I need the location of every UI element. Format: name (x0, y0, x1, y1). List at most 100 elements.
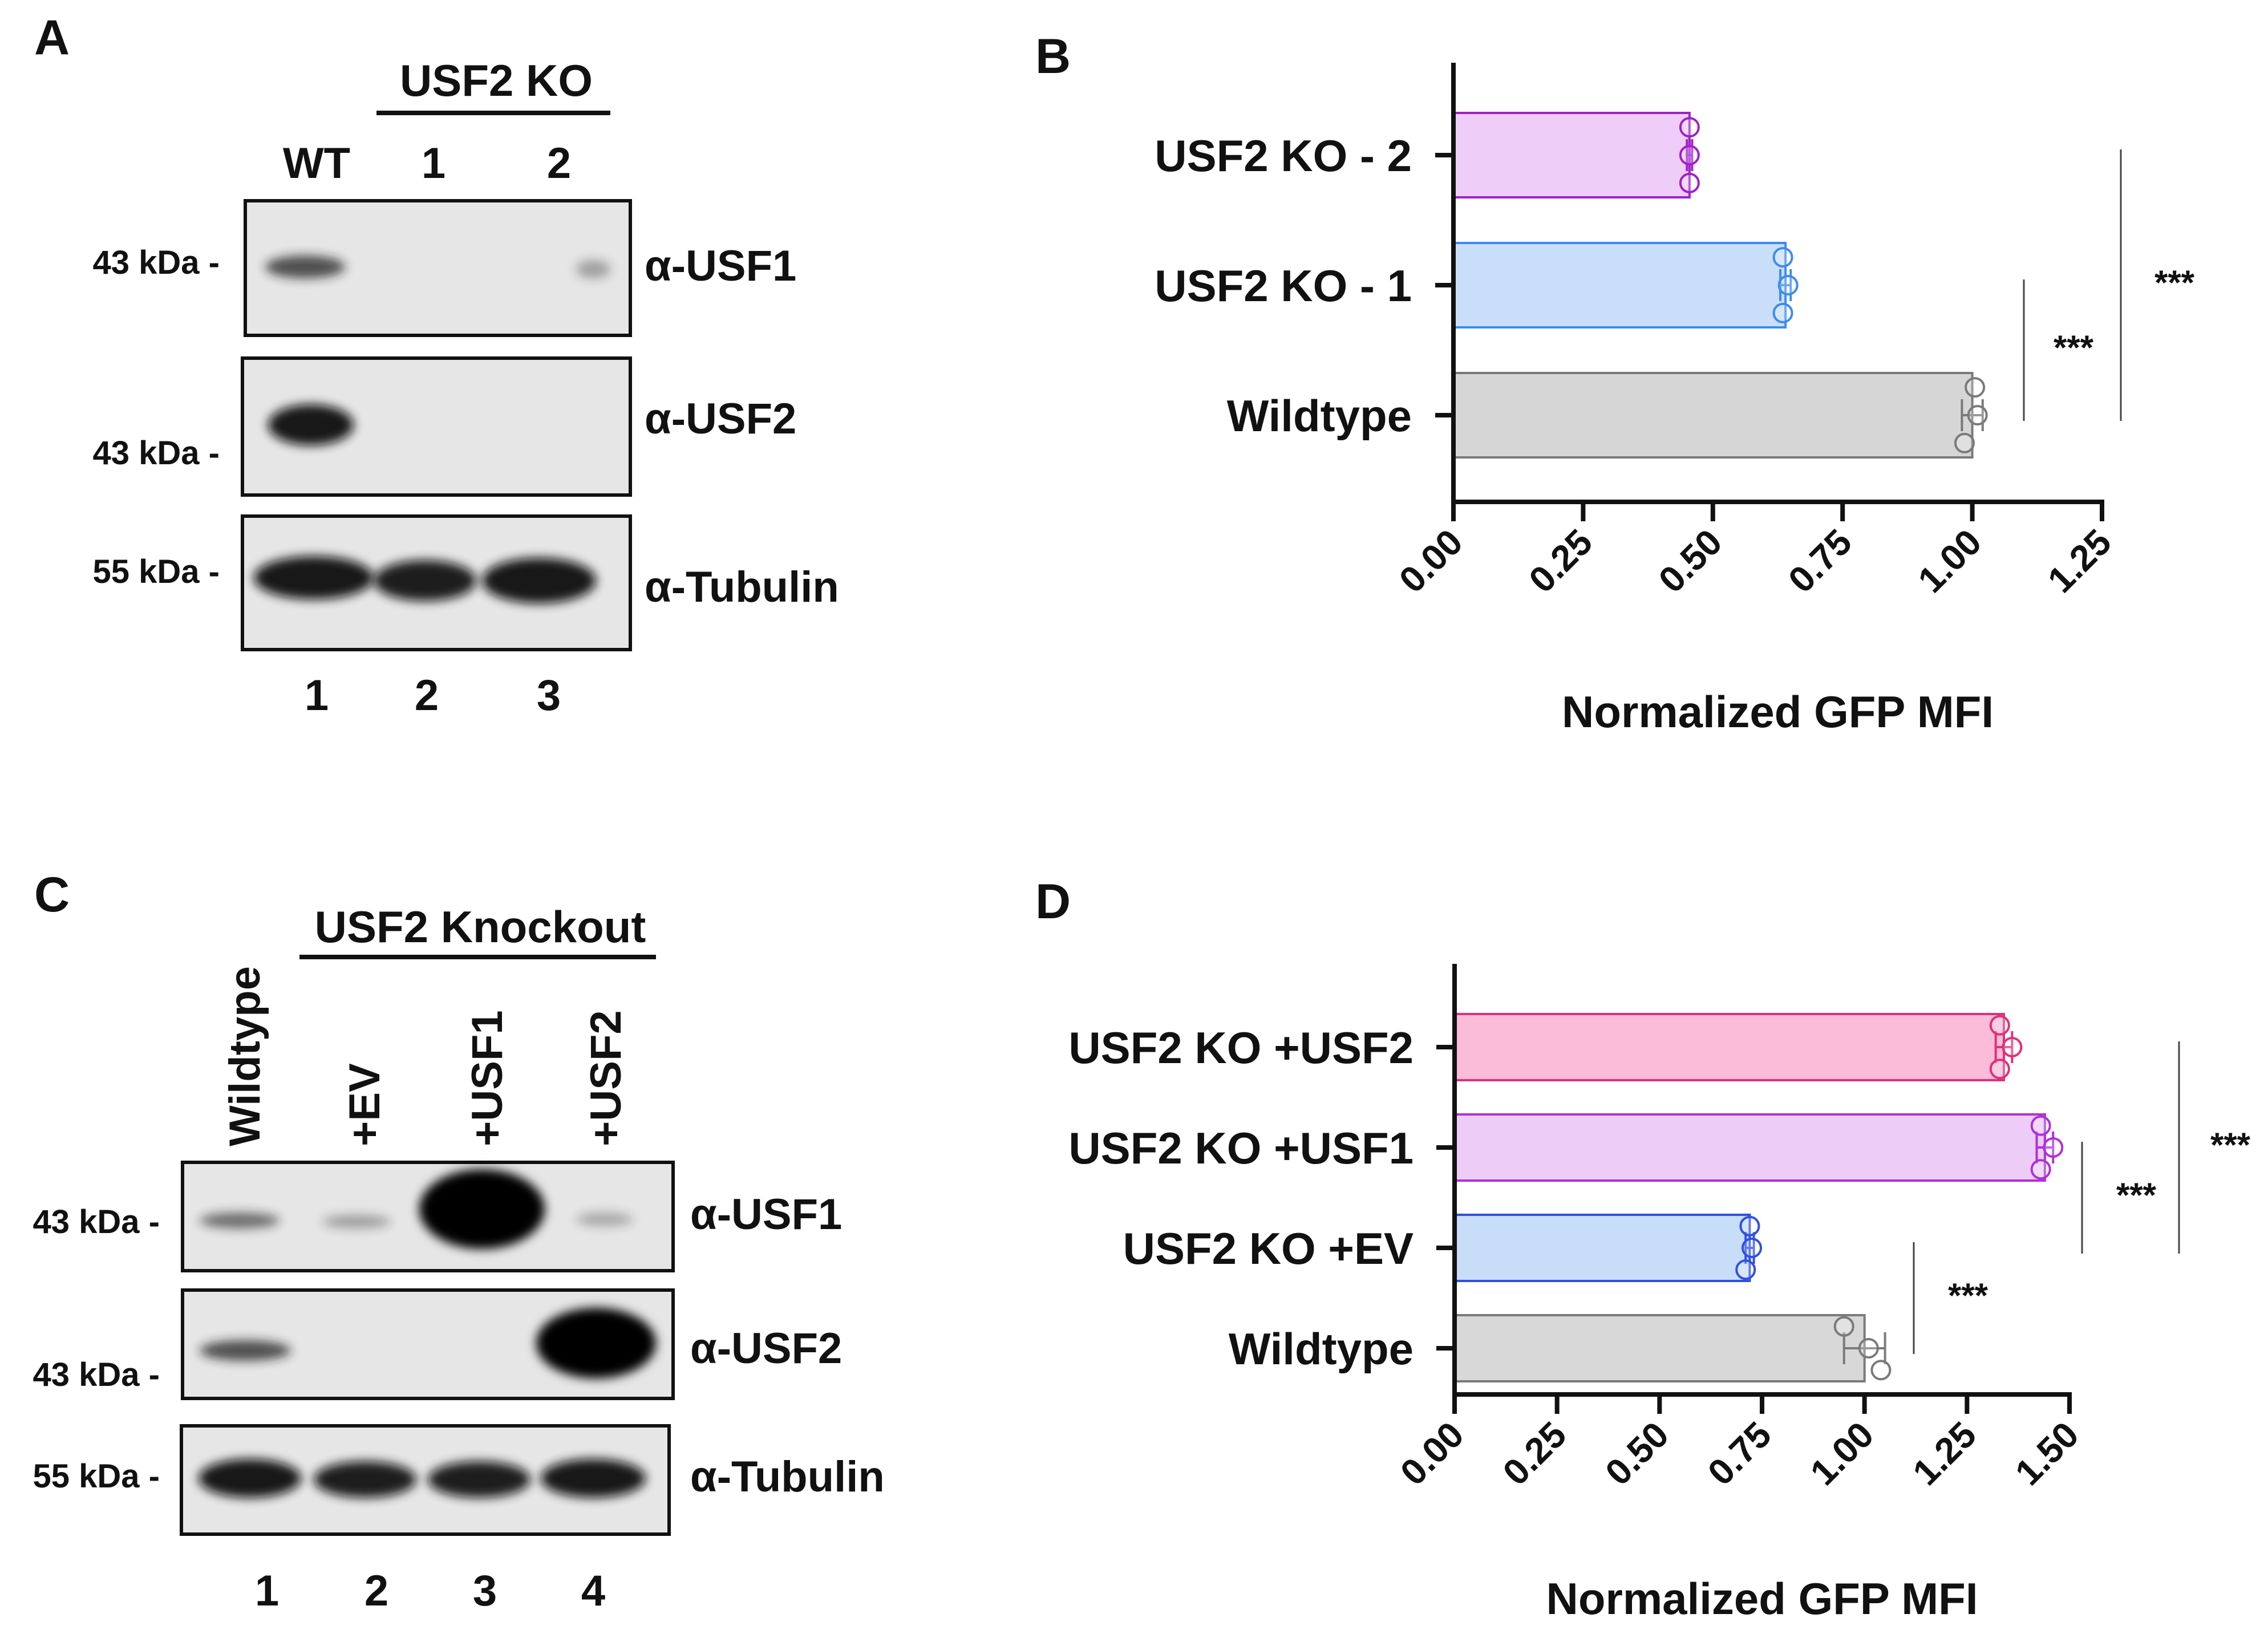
x-tick-label: 0.50 (1597, 1414, 1676, 1493)
data-point (1772, 302, 1793, 323)
band-c-usf1-lane2 (322, 1215, 391, 1228)
data-point (2043, 1137, 2064, 1158)
data-point (1735, 1259, 1756, 1280)
bar (1453, 1113, 2046, 1182)
antibody-a-usf2: α-USF2 (645, 395, 796, 443)
antibody-c-usf1: α-USF1 (690, 1190, 842, 1239)
bar (1452, 112, 1691, 198)
antibody-c-usf2: α-USF2 (690, 1324, 842, 1373)
panel-c-lane-number: 4 (581, 1567, 605, 1615)
panel-c-lane-number: 2 (364, 1567, 388, 1615)
x-tick-label: 0.50 (1651, 521, 1730, 601)
significance-label: *** (2154, 263, 2195, 302)
bar (1453, 1314, 1866, 1382)
panel-letter-d: D (1035, 874, 1071, 929)
data-point (2002, 1037, 2023, 1057)
panel-c: C USF2 Knockout Wildtype +EV +USF1 +USF2… (33, 867, 885, 1615)
panel-c-lane-number: 3 (473, 1567, 497, 1615)
data-point (1679, 172, 1700, 193)
x-tick-label: 1.50 (2007, 1414, 2087, 1493)
category-label: USF2 KO +USF1 (1068, 1123, 1414, 1173)
antibody-a-usf1: α-USF1 (645, 242, 796, 290)
category-label: USF2 KO - 1 (1155, 261, 1412, 311)
band-a-usf1-lane1 (265, 256, 345, 278)
panel-a-lane-number: 3 (537, 671, 561, 720)
marker-c-tubulin: 55 kDa - (33, 1458, 160, 1495)
chart-b: USF2 KO - 2 USF2 KO - 1 Wildtype 0.00 0.25 0.… (1155, 63, 2195, 737)
category-label: USF2 KO +EV (1123, 1223, 1414, 1274)
band-c-usf2-lane1 (200, 1340, 291, 1361)
data-point (1989, 1059, 2010, 1080)
x-tick-label: 1.00 (1803, 1414, 1882, 1493)
panel-c-col-label: +USF2 (582, 1010, 630, 1146)
significance-label: *** (1948, 1276, 1988, 1315)
data-point (1954, 432, 1975, 453)
marker-a-usf2: 43 kDa - (93, 435, 220, 472)
panel-c-col-label: +EV (341, 1063, 389, 1146)
significance-label: *** (2210, 1126, 2251, 1164)
data-point (1870, 1360, 1892, 1381)
data-point (1967, 405, 1988, 425)
panel-letter-a: A (34, 10, 70, 65)
x-tick-label: 0.75 (1700, 1414, 1779, 1493)
category-label: USF2 KO - 2 (1155, 131, 1412, 181)
bar (1453, 1013, 2006, 1081)
data-point (2030, 1115, 2051, 1136)
band-c-tub-lane4 (541, 1459, 646, 1498)
data-point (1772, 247, 1793, 268)
panel-c-lane-number: 1 (255, 1567, 279, 1615)
panel-c-col-label: +USF1 (463, 1010, 512, 1146)
data-point (1777, 275, 1799, 295)
x-tick-label: 0.25 (1521, 521, 1600, 601)
band-c-usf1-lane1 (200, 1213, 280, 1228)
panel-letter-b: B (1035, 29, 1071, 84)
bar (1452, 242, 1787, 329)
band-a-tub-lane2 (374, 560, 476, 601)
band-c-tub-lane2 (314, 1461, 416, 1498)
band-a-usf2-lane1 (268, 404, 354, 445)
x-axis-label: Normalized GFP MFI (1562, 687, 1994, 737)
significance-label: *** (2054, 329, 2094, 367)
panel-a-col-label: 2 (547, 139, 571, 188)
data-point (1679, 145, 1700, 165)
significance-label: *** (2116, 1176, 2157, 1214)
data-point (1679, 117, 1700, 138)
data-point (1833, 1316, 1854, 1337)
x-tick-label: 1.25 (2040, 521, 2119, 601)
x-tick-label: 0.25 (1495, 1414, 1574, 1493)
x-tick-label: 0.00 (1391, 521, 1471, 601)
data-point (2030, 1159, 2051, 1180)
data-point (1989, 1015, 2010, 1036)
band-c-usf1-lane4 (576, 1213, 633, 1226)
category-label: Wildtype (1229, 1324, 1414, 1374)
band-c-usf2-lane4 (536, 1308, 656, 1378)
panel-a: A USF2 KO WT 1 2 43 kDa - α-USF1 43 kDa … (34, 10, 839, 720)
chart-d: USF2 KO +USF2 USF2 KO +USF1 USF2 KO +EV Wil… (1068, 964, 2251, 1624)
data-point (1965, 377, 1986, 398)
marker-c-usf1: 43 kDa - (33, 1203, 160, 1240)
marker-a-tubulin: 55 kDa - (93, 553, 220, 590)
band-c-tub-lane3 (428, 1461, 530, 1498)
data-point (1739, 1215, 1760, 1236)
bar (1453, 1214, 1751, 1282)
panel-a-col-label: WT (283, 139, 350, 188)
band-a-tub-lane3 (482, 558, 596, 603)
x-tick-label: 1.25 (1905, 1414, 1984, 1493)
antibody-c-tubulin: α-Tubulin (690, 1453, 885, 1501)
antibody-a-tubulin: α-Tubulin (645, 563, 839, 611)
band-c-usf1-lane3 (419, 1169, 545, 1249)
panel-a-lane-number: 2 (415, 671, 439, 720)
panel-c-group-header: USF2 Knockout (315, 902, 646, 952)
category-label: USF2 KO +USF2 (1068, 1023, 1414, 1073)
x-tick-label: 1.00 (1910, 521, 1990, 601)
bar (1452, 372, 1974, 459)
band-a-tub-lane1 (254, 556, 374, 599)
data-point (1858, 1338, 1879, 1359)
band-c-tub-lane1 (199, 1459, 301, 1498)
band-a-usf1-lane3 (576, 260, 610, 278)
panel-a-group-header: USF2 KO (400, 55, 593, 106)
x-tick-label: 0.75 (1780, 521, 1860, 601)
panel-letter-c: C (34, 867, 70, 922)
blot-a-usf1 (244, 199, 632, 337)
